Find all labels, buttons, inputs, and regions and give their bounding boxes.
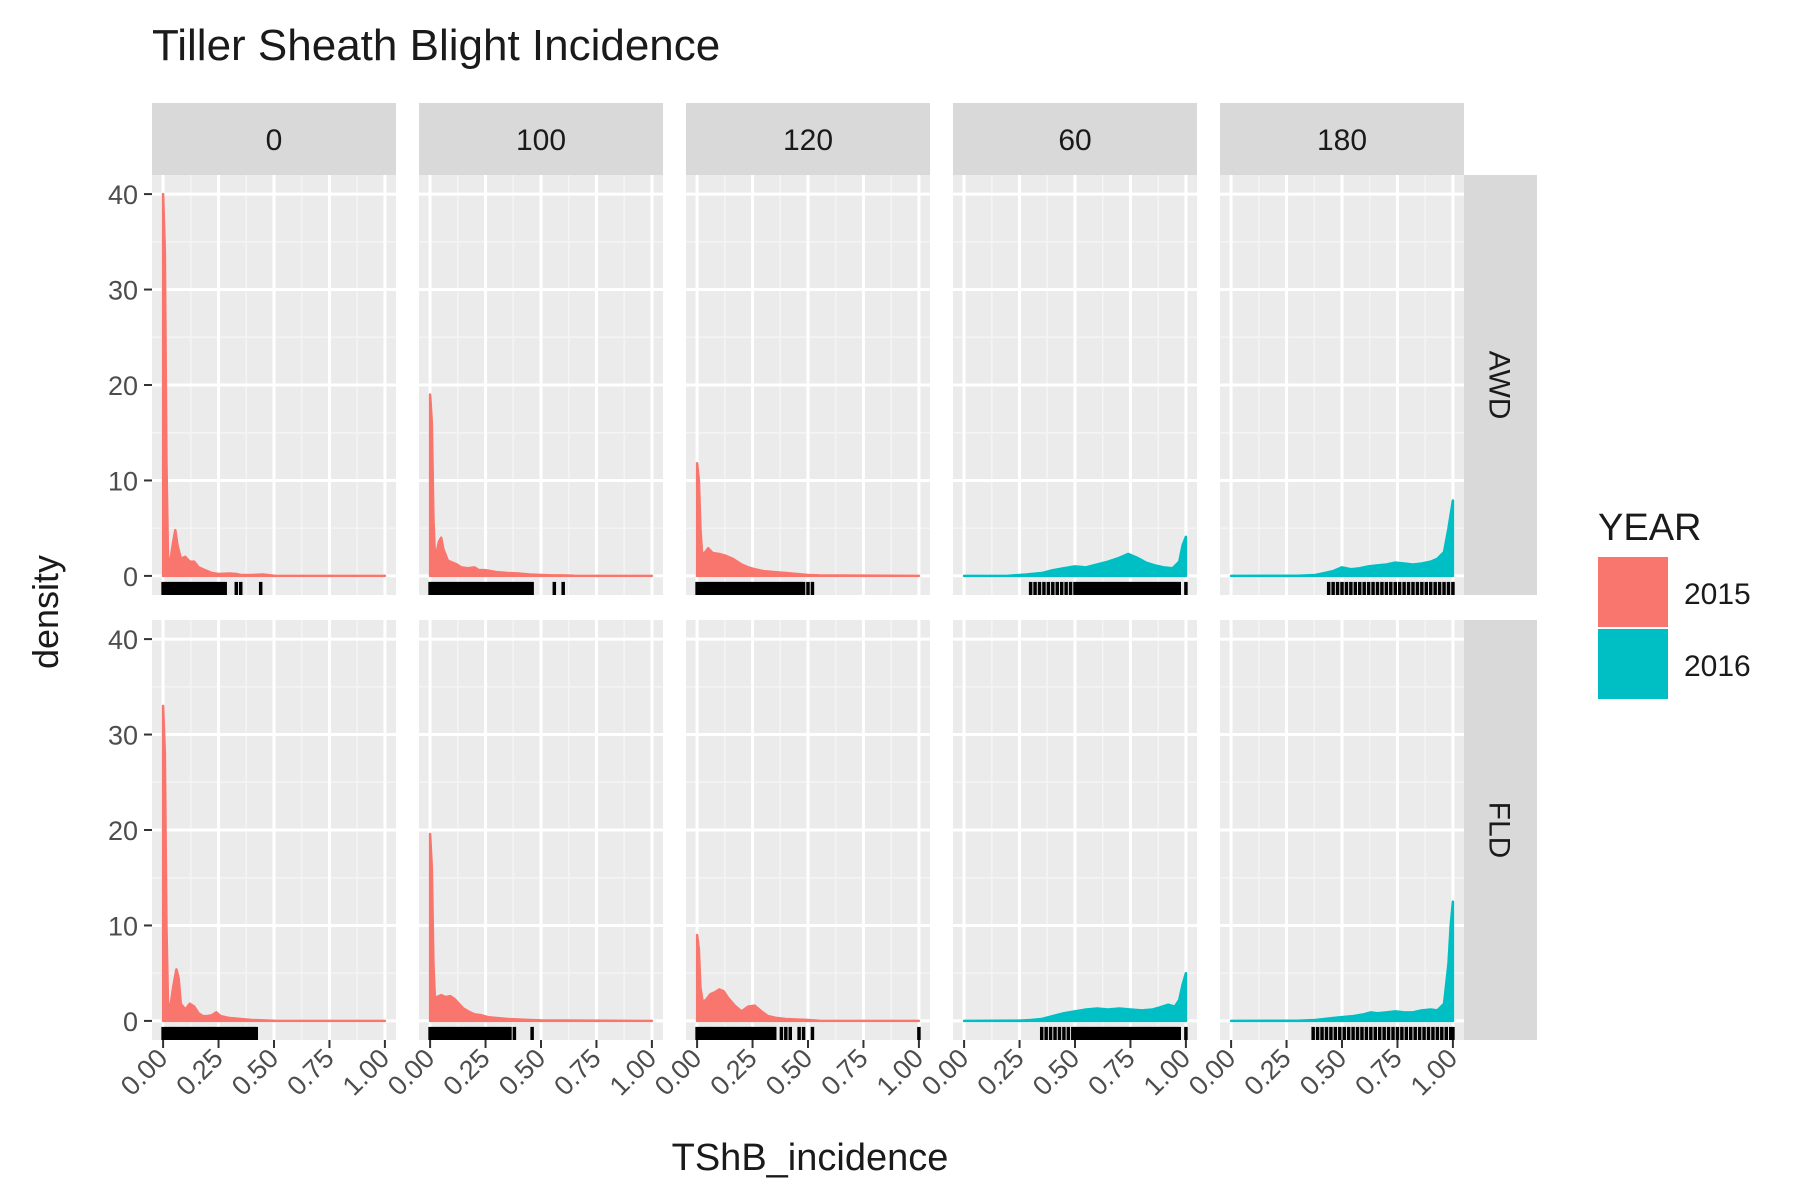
legend-entry-2016: 2016: [1598, 629, 1751, 699]
y-axis-label: density: [25, 555, 66, 669]
y-tick-label: 0: [123, 1007, 138, 1037]
x-tick-label: 1.00: [604, 1043, 662, 1101]
y-tick-label: 20: [108, 371, 138, 401]
strip-label: 180: [1317, 124, 1367, 157]
strip-label: 100: [516, 124, 566, 157]
legend-swatch: [1598, 557, 1668, 627]
x-axis-180: 0.000.250.500.751.00: [1183, 1040, 1463, 1101]
x-tick-label: 0.50: [226, 1043, 284, 1101]
panel-FLD-180: [1220, 620, 1464, 1040]
facet-strip-col-0: 0: [152, 103, 396, 175]
panel-AWD-0: [152, 175, 396, 595]
density-area-AWD-60: [962, 535, 1188, 578]
panel-FLD-60: [953, 620, 1197, 1040]
x-tick-label: 0.25: [437, 1043, 495, 1101]
x-tick-label: 0.25: [704, 1043, 762, 1101]
strip-label: 60: [1058, 124, 1091, 157]
y-tick-label: 20: [108, 816, 138, 846]
panel-FLD-100: [419, 620, 663, 1040]
strip-background: [1464, 175, 1537, 595]
x-axis-label: TShB_incidence: [672, 1137, 949, 1179]
facet-strip-col-180: 180: [1220, 103, 1464, 175]
x-tick-label: 0.25: [1238, 1043, 1296, 1101]
x-tick-label: 0.75: [815, 1043, 873, 1101]
y-axis-AWD: 0 10 20 30 40: [108, 180, 152, 592]
chart-title: Tiller Sheath Blight Incidence: [152, 21, 720, 70]
x-tick-label: 0.00: [916, 1043, 974, 1101]
strip-label: 120: [783, 124, 833, 157]
x-tick-label: 1.00: [337, 1043, 395, 1101]
panel-AWD-100: [419, 175, 663, 595]
legend-label: 2016: [1684, 650, 1751, 683]
strip-background: [1220, 103, 1464, 175]
panel-FLD-120: [686, 620, 930, 1040]
x-tick-label: 0.00: [649, 1043, 707, 1101]
x-tick-label: 1.00: [1138, 1043, 1196, 1101]
x-tick-label: 0.75: [281, 1043, 339, 1101]
y-tick-label: 30: [108, 721, 138, 751]
density-area-FLD-60: [962, 971, 1188, 1023]
strip-background: [686, 103, 930, 175]
x-tick-label: 0.75: [1349, 1043, 1407, 1101]
x-tick-label: 0.25: [971, 1043, 1029, 1101]
density-area-AWD-0: [161, 192, 387, 578]
y-tick-label: 10: [108, 466, 138, 496]
density-area-FLD-120: [695, 933, 921, 1023]
x-tick-label: 0.50: [1027, 1043, 1085, 1101]
y-tick-label: 40: [108, 180, 138, 210]
density-area-FLD-100: [428, 832, 654, 1023]
facet-strip-col-60: 60: [953, 103, 1197, 175]
x-tick-label: 0.75: [1082, 1043, 1140, 1101]
x-tick-label: 0.00: [115, 1043, 173, 1101]
y-tick-label: 10: [108, 911, 138, 941]
x-axis-120: 0.000.250.500.751.00: [649, 1040, 929, 1101]
x-tick-label: 1.00: [871, 1043, 929, 1101]
x-tick-label: 0.50: [760, 1043, 818, 1101]
x-axis-100: 0.000.250.500.751.00: [382, 1040, 662, 1101]
facet-strip-col-100: 100: [419, 103, 663, 175]
density-area-AWD-180: [1229, 499, 1455, 578]
panel-AWD-60: [953, 175, 1197, 595]
strip-label: FLD: [1483, 802, 1516, 859]
legend-label: 2015: [1684, 578, 1751, 611]
panel-AWD-120: [686, 175, 930, 595]
strip-label: AWD: [1483, 351, 1516, 420]
density-area-AWD-100: [428, 393, 654, 578]
y-tick-label: 40: [108, 625, 138, 655]
x-axis-0: 0.000.250.500.751.00: [115, 1040, 395, 1101]
panel-FLD-0: [152, 620, 396, 1040]
legend-title: YEAR: [1598, 507, 1701, 549]
strip-background: [419, 103, 663, 175]
x-tick-label: 0.00: [1183, 1043, 1241, 1101]
legend-swatch: [1598, 629, 1668, 699]
facet-strip-col-120: 120: [686, 103, 930, 175]
x-tick-label: 0.00: [382, 1043, 440, 1101]
strip-background: [152, 103, 396, 175]
facet-strip-row-AWD: AWD: [1464, 175, 1537, 595]
density-area-FLD-180: [1229, 900, 1455, 1023]
x-tick-label: 0.25: [170, 1043, 228, 1101]
x-tick-label: 0.50: [493, 1043, 551, 1101]
strip-label: 0: [266, 124, 283, 157]
legend-entry-2015: 2015: [1598, 557, 1751, 627]
x-axis-60: 0.000.250.500.751.00: [916, 1040, 1196, 1101]
strip-background: [1464, 620, 1537, 1040]
panel-grid: 0 100 120 60 180 AWD FLD 0 10 20 30 40 0 10 20 30 40 0.00…: [108, 103, 1537, 1101]
facet-strip-row-FLD: FLD: [1464, 620, 1537, 1040]
density-area-AWD-120: [695, 462, 921, 578]
y-tick-label: 0: [123, 562, 138, 592]
x-tick-label: 1.00: [1405, 1043, 1463, 1101]
x-tick-label: 0.50: [1294, 1043, 1352, 1101]
density-area-FLD-0: [161, 704, 387, 1023]
x-tick-label: 0.75: [548, 1043, 606, 1101]
strip-background: [953, 103, 1197, 175]
y-tick-label: 30: [108, 276, 138, 306]
legend: YEAR 2015 2016: [1598, 507, 1751, 699]
panel-AWD-180: [1220, 175, 1464, 595]
y-axis-FLD: 0 10 20 30 40: [108, 625, 152, 1037]
